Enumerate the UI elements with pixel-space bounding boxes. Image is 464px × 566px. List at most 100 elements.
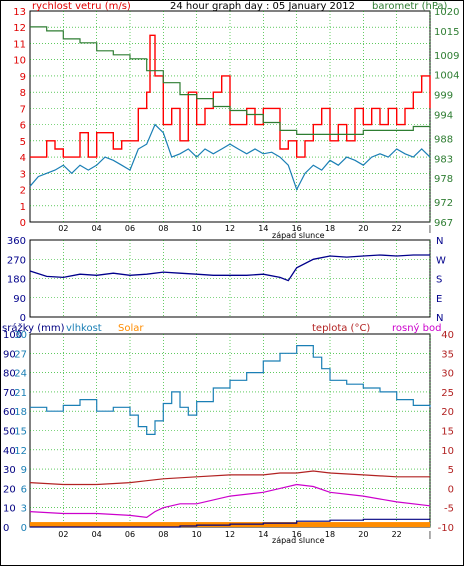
temperature-tick-label: 20 (441, 407, 454, 418)
humidity-tick-label: 3 (21, 504, 27, 515)
wind-tick-label: 10 (13, 56, 26, 67)
rain-tick-label: 10 (3, 504, 16, 515)
barometer-tick-label: 972 (434, 198, 453, 209)
wind-axis-title: rychlost vetru (m/s) (32, 1, 131, 12)
hour-tick-label: 14 (258, 530, 268, 539)
hour-tick-label: 02 (58, 530, 68, 539)
hour-tick-label: 12 (225, 224, 235, 233)
hour-tick-label: 08 (158, 224, 168, 233)
temperature-tick-label: 40 (441, 330, 454, 341)
temperature-tick-label: 25 (441, 388, 454, 399)
wind-tick-label: 2 (20, 186, 26, 197)
rain-tick-label: 100 (3, 330, 22, 341)
rain-tick-label: 20 (3, 484, 16, 495)
humidity-tick-label: 0 (21, 523, 27, 534)
hour-tick-label: 20 (358, 224, 368, 233)
sunset-label-bottom: západ slunce (272, 536, 325, 545)
rain-tick-label: 50 (3, 427, 16, 438)
gust-line (30, 34, 431, 158)
humidity-tick-label: 15 (14, 427, 27, 438)
barometer-tick-label: 1004 (434, 71, 459, 82)
wind-line (29, 123, 431, 192)
barometer-tick-label: 978 (434, 174, 453, 185)
humidity-tick-label: 6 (21, 484, 27, 495)
hour-tick-label: 10 (192, 224, 202, 233)
temperature-tick-label: 15 (441, 427, 454, 438)
wind-tick-label: 1 (20, 202, 26, 213)
temperature-tick-label: -10 (438, 523, 454, 534)
hour-tick-label: 04 (92, 530, 102, 539)
hour-tick-label: 20 (358, 530, 368, 539)
rain-axis-title: srážky (mm) (2, 322, 65, 334)
rain-tick-label: 70 (3, 388, 16, 399)
direction-tick-label: 360 (7, 236, 26, 247)
hour-tick-label: | (429, 224, 432, 233)
legend-humidity: vlhkost (66, 323, 102, 334)
hour-tick-label: 10 (192, 530, 202, 539)
humidity-tick-label: 27 (14, 349, 27, 360)
rain-tick-label: 40 (3, 446, 16, 457)
series-layer (29, 26, 431, 528)
compass-label: W (436, 255, 446, 266)
wind-tick-label: 9 (20, 72, 26, 83)
hour-tick-label: 16 (292, 530, 302, 539)
barometer-line (30, 26, 430, 135)
rain-tick-label: 30 (3, 465, 16, 476)
compass-label: N (436, 236, 443, 247)
wind-tick-label: 13 (13, 7, 26, 18)
barometer-tick-label: 988 (434, 134, 453, 145)
hour-tick-label: 12 (225, 530, 235, 539)
humidity-tick-label: 12 (14, 446, 27, 457)
barometer-tick-label: 999 (434, 91, 453, 102)
temperature-tick-label: 10 (441, 446, 454, 457)
sunset-label-top: západ slunce (272, 231, 325, 240)
barometer-tick-label: 967 (434, 218, 453, 229)
hour-tick-label: 22 (392, 530, 402, 539)
rain-tick-label: 0 (3, 523, 9, 534)
rain-tick-label: 90 (3, 349, 16, 360)
temperature-tick-label: 0 (448, 484, 454, 495)
humidity-tick-label: 24 (14, 369, 27, 380)
hour-tick-label: 22 (392, 224, 402, 233)
legend-dewpoint: rosný bod (392, 322, 441, 334)
humidity-tick-label: 9 (21, 465, 27, 476)
hour-tick-label: 18 (325, 224, 335, 233)
hour-tick-label: 08 (158, 530, 168, 539)
direction-line (29, 254, 430, 282)
humidity-tick-label: 30 (14, 330, 27, 341)
direction-tick-label: 180 (7, 275, 26, 286)
wind-tick-label: 3 (20, 169, 26, 180)
label-layer: 0123456789101112139679729789839889949991… (3, 7, 459, 539)
temperature-line (29, 470, 430, 486)
rain-tick-label: 60 (3, 407, 16, 418)
humidity-tick-label: 21 (14, 388, 27, 399)
barometer-axis-title: barometr (hPa) (372, 1, 448, 12)
wind-tick-label: 11 (13, 39, 26, 50)
legend-temperature: teplota (°C) (312, 323, 370, 334)
hour-tick-label: 02 (58, 224, 68, 233)
compass-label: N (436, 313, 443, 324)
barometer-tick-label: 983 (434, 154, 453, 165)
humidity-line (30, 345, 431, 435)
hour-tick-label: 06 (125, 530, 135, 539)
barometer-tick-label: 1015 (434, 27, 459, 38)
temperature-tick-label: -5 (444, 504, 454, 515)
temperature-tick-label: 35 (441, 349, 454, 360)
legend-solar: Solar (118, 323, 144, 334)
barometer-tick-label: 994 (434, 111, 453, 122)
wind-tick-label: 5 (20, 137, 26, 148)
hour-tick-label: 06 (125, 224, 135, 233)
wind-tick-label: 0 (20, 218, 26, 229)
temperature-tick-label: 30 (441, 369, 454, 380)
direction-tick-label: 270 (7, 255, 26, 266)
compass-label: E (436, 294, 442, 305)
rain-line (30, 518, 430, 528)
wind-tick-label: 8 (20, 88, 26, 99)
humidity-tick-label: 18 (14, 407, 27, 418)
hour-tick-label: 04 (92, 224, 102, 233)
hour-tick-label: | (429, 530, 432, 539)
wind-tick-label: 4 (20, 153, 26, 164)
direction-tick-label: 0 (20, 313, 26, 324)
wind-tick-label: 12 (13, 23, 26, 34)
